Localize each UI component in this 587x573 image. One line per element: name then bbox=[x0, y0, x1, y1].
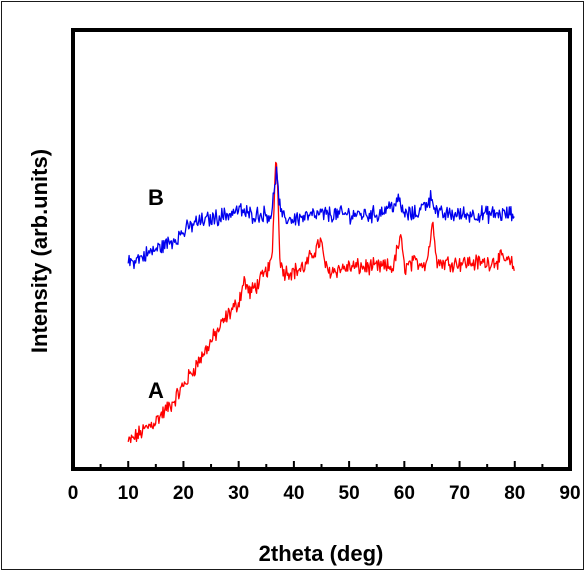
x-tick-label-80: 80 bbox=[504, 483, 525, 504]
plot-area bbox=[71, 28, 572, 471]
series-line-b bbox=[127, 166, 515, 270]
x-tick-label-10: 10 bbox=[118, 483, 139, 504]
x-tick-label-40: 40 bbox=[283, 483, 304, 504]
series-curves bbox=[127, 161, 515, 444]
y-axis-title: Intensity (arb.units) bbox=[27, 149, 52, 353]
x-tick-label-0: 0 bbox=[68, 483, 79, 504]
series-line-a bbox=[127, 161, 515, 444]
x-tick-label-70: 70 bbox=[449, 483, 470, 504]
x-tick-label-90: 90 bbox=[559, 483, 580, 504]
x-axis-tick-labels: 0 10 20 30 40 50 60 70 80 90 bbox=[68, 483, 581, 504]
x-axis-title: 2theta (deg) bbox=[259, 541, 384, 566]
x-tick-label-20: 20 bbox=[173, 483, 194, 504]
x-tick-label-30: 30 bbox=[228, 483, 249, 504]
curve-label-b: B bbox=[148, 185, 164, 210]
x-tick-label-60: 60 bbox=[394, 483, 415, 504]
curve-label-a: A bbox=[148, 378, 164, 403]
x-tick-label-50: 50 bbox=[339, 483, 360, 504]
x-axis-ticks bbox=[72, 461, 571, 469]
